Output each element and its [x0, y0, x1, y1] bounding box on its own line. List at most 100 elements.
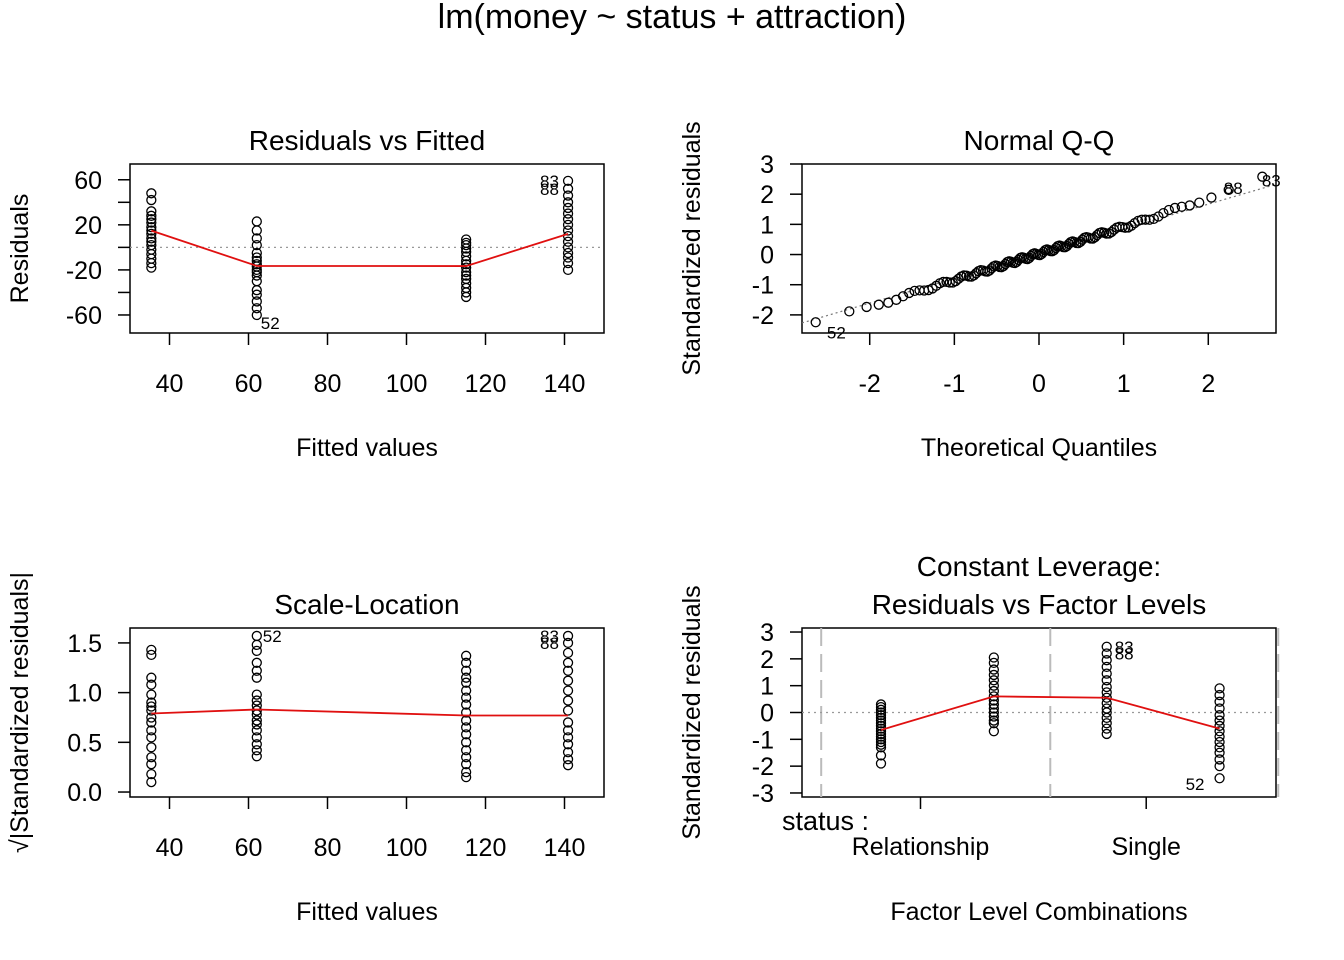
data-point — [251, 233, 262, 244]
data-point — [875, 750, 887, 761]
data-point — [562, 236, 574, 247]
data-point — [251, 276, 262, 287]
data-point — [1047, 246, 1058, 257]
y-axis-label: Residuals — [6, 194, 34, 304]
data-point — [562, 705, 574, 716]
data-point — [146, 768, 157, 780]
y-tick-label: 3 — [760, 619, 774, 647]
data-point — [146, 644, 157, 656]
data-point — [1214, 720, 1225, 732]
x-tick-label: 60 — [235, 834, 263, 862]
data-point — [146, 194, 157, 206]
x-tick-label: 100 — [386, 370, 428, 398]
data-point — [251, 715, 262, 726]
data-point — [460, 707, 472, 718]
data-point — [861, 301, 872, 313]
data-point — [1101, 707, 1112, 718]
data-point — [562, 754, 574, 765]
data-point — [251, 719, 262, 730]
data-point — [562, 657, 574, 668]
data-point — [562, 739, 574, 750]
data-point — [988, 703, 1000, 714]
data-point — [1214, 742, 1225, 753]
data-point — [562, 175, 574, 187]
data-point — [1214, 754, 1225, 765]
data-point — [251, 239, 262, 251]
data-point — [562, 264, 574, 276]
x-tick-label: -1 — [943, 370, 965, 398]
point-label: 52 — [1186, 775, 1205, 794]
data-point — [460, 657, 472, 668]
point-label: 83 — [1262, 172, 1281, 191]
x-axis-label: Theoretical Quantiles — [921, 434, 1157, 462]
data-point — [146, 217, 157, 228]
data-point — [146, 210, 157, 221]
data-point — [1101, 712, 1112, 724]
data-point — [875, 715, 887, 726]
data-point — [903, 287, 915, 299]
data-point — [1257, 171, 1268, 182]
data-point — [1214, 726, 1225, 737]
data-point — [1009, 257, 1020, 269]
data-point — [251, 732, 262, 743]
data-point — [988, 726, 1000, 737]
data-point — [1101, 668, 1112, 679]
data-point — [875, 758, 887, 769]
data-point — [251, 639, 262, 651]
data-point — [562, 675, 574, 686]
data-point — [562, 208, 574, 219]
data-point — [875, 736, 887, 748]
data-point — [810, 317, 821, 328]
data-point — [460, 766, 472, 778]
data-point — [251, 225, 262, 236]
data-point — [1223, 184, 1234, 195]
data-point — [875, 718, 887, 729]
smooth-line — [880, 695, 1220, 731]
y-tick-label: 1 — [760, 211, 774, 239]
x-tick-label: 40 — [156, 370, 184, 398]
panel-residuals-vs-fitted: Residuals vs Fitted Fitted values Residual… — [6, 125, 605, 462]
data-point — [146, 732, 157, 743]
data-point — [251, 270, 262, 281]
point-label: 52 — [827, 323, 846, 342]
smooth-line — [151, 229, 569, 267]
data-point — [988, 664, 1000, 675]
data-point — [897, 291, 909, 302]
point-label: 88 — [540, 180, 559, 199]
data-point — [146, 262, 157, 273]
data-point — [562, 219, 574, 230]
data-point — [562, 225, 574, 236]
data-point — [251, 751, 262, 762]
data-point — [460, 262, 472, 273]
data-point — [460, 243, 472, 254]
data-point — [562, 252, 574, 263]
data-point — [844, 306, 855, 317]
data-point — [460, 665, 472, 676]
data-point — [562, 637, 574, 649]
data-point — [988, 669, 1000, 681]
y-tick-label: 0.5 — [67, 729, 102, 757]
x-axis-label: Fitted values — [296, 898, 438, 926]
y-axis-label: √|Standardized residuals| — [6, 572, 34, 853]
y-tick-label: -2 — [752, 302, 774, 330]
data-point — [873, 299, 884, 310]
data-point — [1144, 214, 1155, 225]
data-point — [146, 672, 157, 683]
data-point — [460, 692, 472, 703]
y-tick-label: 0.0 — [67, 779, 102, 807]
data-point — [146, 649, 157, 660]
point-label: 52 — [263, 627, 282, 646]
data-point — [1101, 661, 1112, 673]
data-point — [1176, 201, 1187, 212]
data-point — [146, 759, 157, 770]
data-point — [251, 296, 262, 307]
data-point — [875, 704, 887, 715]
data-point — [875, 739, 887, 750]
data-point — [460, 239, 472, 251]
data-point — [988, 657, 1000, 669]
y-tick-label: 0 — [760, 700, 774, 728]
data-point — [944, 277, 955, 288]
data-point — [251, 695, 262, 706]
data-point — [460, 251, 472, 262]
